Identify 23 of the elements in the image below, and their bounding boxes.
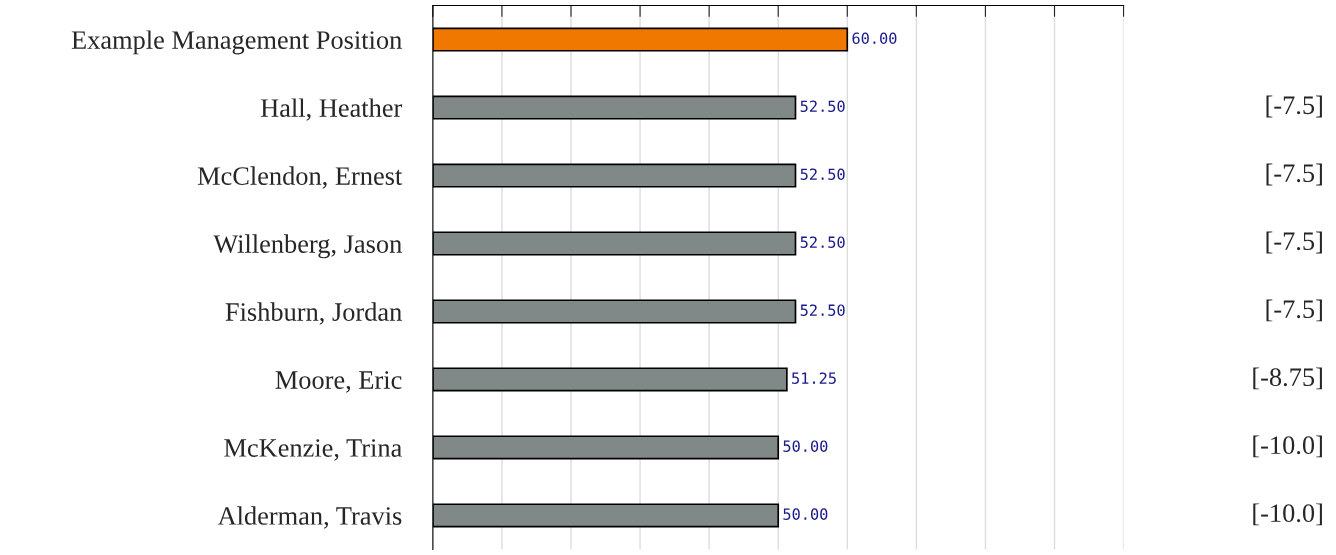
y-tick-label: Fishburn, Jordan — [225, 302, 402, 325]
y-tick-label: Alderman, Travis — [217, 506, 402, 529]
data-label: 52.50 — [800, 236, 845, 248]
y-tick-label: Willenberg, Jason — [213, 234, 402, 259]
data-label: 60.00 — [852, 32, 897, 45]
y-tick-label: Hall, Heather — [260, 98, 403, 121]
y-tick-label: McKenzie, Trina — [224, 439, 402, 461]
text: [-7.5] — [1266, 95, 1322, 118]
data-label: 51.25 — [792, 372, 836, 384]
data-label: 52.50 — [800, 168, 845, 180]
data-label: 50.00 — [783, 508, 828, 520]
text: [-7.5] — [1266, 163, 1322, 186]
data-label: 52.50 — [800, 100, 845, 112]
text: [-7.5] — [1266, 299, 1322, 322]
y-tick-label: McClendon, Ernest — [197, 166, 403, 189]
text: [-7.5] — [1266, 231, 1322, 254]
data-label: 50.00 — [783, 440, 828, 452]
data-label: 52.50 — [800, 304, 845, 316]
y-tick-label: Moore, Eric — [275, 371, 402, 393]
text: [-10.0] — [1253, 435, 1322, 458]
text: [-8.75] — [1253, 367, 1322, 390]
text: [-10.0] — [1253, 503, 1322, 526]
y-tick-label: Example Management Position — [71, 30, 402, 55]
